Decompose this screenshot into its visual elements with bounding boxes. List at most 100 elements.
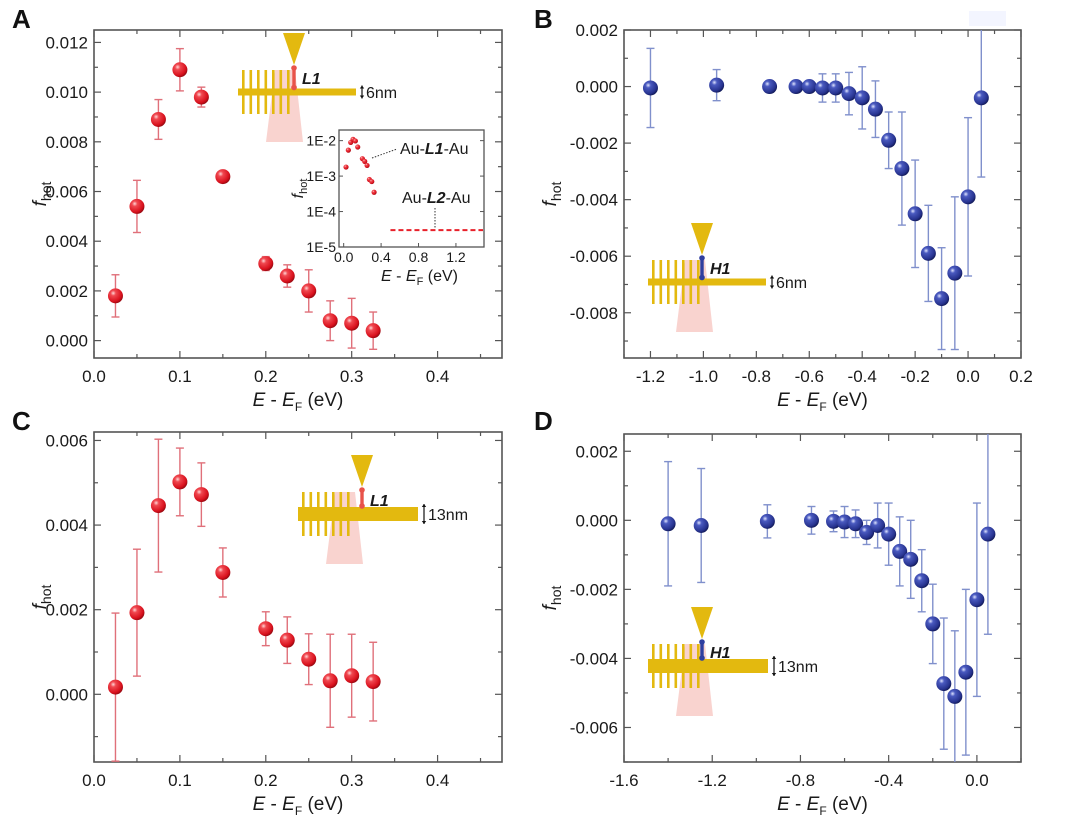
gap-label: 13nm (428, 507, 468, 524)
plot-frame (93, 431, 503, 763)
inset-x-axis-title: E - EF (eV) (381, 268, 458, 288)
y-axis-title: fhot (540, 182, 564, 207)
y-tick-label: 0.000 (45, 332, 88, 351)
y-tick-label: 0.000 (45, 685, 88, 704)
panel-label: B (534, 4, 553, 34)
data-point (258, 256, 274, 272)
gap-arrow-head (771, 673, 777, 676)
molecule-end (291, 84, 297, 91)
series-blue (642, 30, 989, 351)
data-point (803, 512, 819, 528)
x-tick-label: 0.0 (956, 367, 980, 386)
y-tick-label: 0.002 (45, 282, 88, 301)
series-red (107, 47, 381, 351)
y-tick-label: 0.000 (575, 511, 618, 530)
y-axis: 0.002 0.000 -0.002 -0.004 -0.006 (570, 442, 1021, 763)
stm-tip (283, 33, 305, 65)
data-point (980, 526, 996, 542)
data-point (801, 79, 817, 95)
data-point (841, 86, 857, 102)
x-tick-label: 0.2 (254, 771, 278, 790)
x-tick-label: 0.0 (82, 771, 106, 790)
gap-label: 13nm (778, 659, 818, 676)
molecule-end (699, 274, 705, 281)
molecule-end (699, 655, 705, 661)
x-tick-label: -0.4 (848, 367, 877, 386)
data-point (150, 498, 166, 514)
molecule-end (699, 639, 705, 645)
inset-data-point (362, 158, 368, 164)
x-tick-label: 0.2 (1009, 367, 1033, 386)
gap-label: 6nm (776, 275, 807, 292)
annotation-prefix: Au- (402, 190, 427, 207)
x-tick-label: -1.2 (636, 367, 665, 386)
data-point (344, 315, 360, 331)
plot-frame (623, 29, 1022, 359)
x-tick-label: -0.8 (786, 771, 815, 790)
data-point (969, 592, 985, 608)
gap-arrow-head (421, 521, 427, 524)
panel-label: C (12, 406, 31, 436)
data-point (365, 323, 381, 339)
data-point (892, 543, 908, 559)
y-tick-label: 0.000 (575, 78, 618, 97)
data-point (973, 90, 989, 106)
y-axis-title: fhot (30, 585, 54, 610)
x-tick-label: 0.1 (168, 771, 192, 790)
laser-beam (676, 260, 713, 332)
y-tick-label: 0.002 (575, 442, 618, 461)
x-tick-label: 0.0 (965, 771, 989, 790)
y-axis-title: fhot (540, 586, 564, 611)
inset-data-point (369, 178, 375, 185)
x-axis: 0.0 0.1 0.2 0.3 0.4 (82, 432, 482, 790)
data-point (150, 111, 166, 127)
y-axis: 0.002 0.000 -0.002 -0.004 -0.006 -0.008 (570, 21, 1021, 342)
panel-label: A (12, 4, 31, 34)
junction-diagram: L1 13nm (298, 455, 468, 564)
inset-background (337, 128, 486, 249)
y-tick-label: 0.010 (45, 83, 88, 102)
x-axis: -1.6 -1.2 -0.8 -0.4 0.0 (609, 434, 1022, 790)
y-tick-label: -0.006 (570, 718, 618, 737)
data-point (848, 516, 864, 532)
inset-x-tick-label: 0.0 (334, 249, 354, 265)
junction-label: H1 (710, 261, 731, 278)
x-tick-label: -0.2 (900, 367, 929, 386)
data-point (762, 79, 778, 95)
panel-c: C 0.0 0.1 0.2 0.3 0.4 0.000 0.002 0.004 0.006 E - … (12, 406, 503, 818)
y-tick-label: 0.004 (45, 232, 88, 251)
data-point (907, 206, 923, 222)
x-tick-label: 0.3 (340, 771, 364, 790)
annotation-suffix: -Au (444, 141, 469, 158)
data-point (215, 564, 231, 580)
panel-a: A0.0 0.1 0.2 0.3 0.40.0000.0020.0040.0060.00… (12, 4, 503, 414)
x-tick-label: -0.8 (742, 367, 771, 386)
junction-diagram: L1 6nm (238, 33, 397, 142)
data-point (936, 676, 952, 692)
junction-label: L1 (370, 493, 389, 510)
data-point (903, 551, 919, 567)
inset-frame (338, 129, 485, 248)
x-tick-label: 0.4 (426, 771, 450, 790)
electrode-wire (298, 507, 418, 521)
inset-data-point (343, 164, 349, 170)
inset-y-tick-label: 1E-5 (306, 239, 336, 255)
annotation-molecule: L1 (425, 141, 444, 158)
x-axis-title: E - EF (eV) (253, 794, 344, 818)
y-tick-label: -0.002 (570, 580, 618, 599)
plot-frame (623, 433, 1022, 763)
data-point (344, 668, 360, 684)
data-point (837, 514, 853, 530)
panel-b: B-1.2 -1.0 -0.8 -0.6 -0.4 -0.2 0.0 0.20.0020.00… (534, 4, 1033, 414)
inset-annotation: Au-L2-Au (402, 190, 470, 207)
gap-arrow-head (359, 95, 365, 99)
x-axis-title: E - EF (eV) (777, 794, 868, 818)
y-tick-label: 0.004 (45, 516, 88, 535)
laser-beam (326, 492, 363, 564)
data-point (759, 513, 775, 529)
gap-arrow-head (421, 504, 427, 507)
x-axis-title: E - EF (eV) (253, 390, 344, 414)
data-point (859, 524, 875, 540)
y-tick-label: 0.006 (45, 431, 88, 450)
